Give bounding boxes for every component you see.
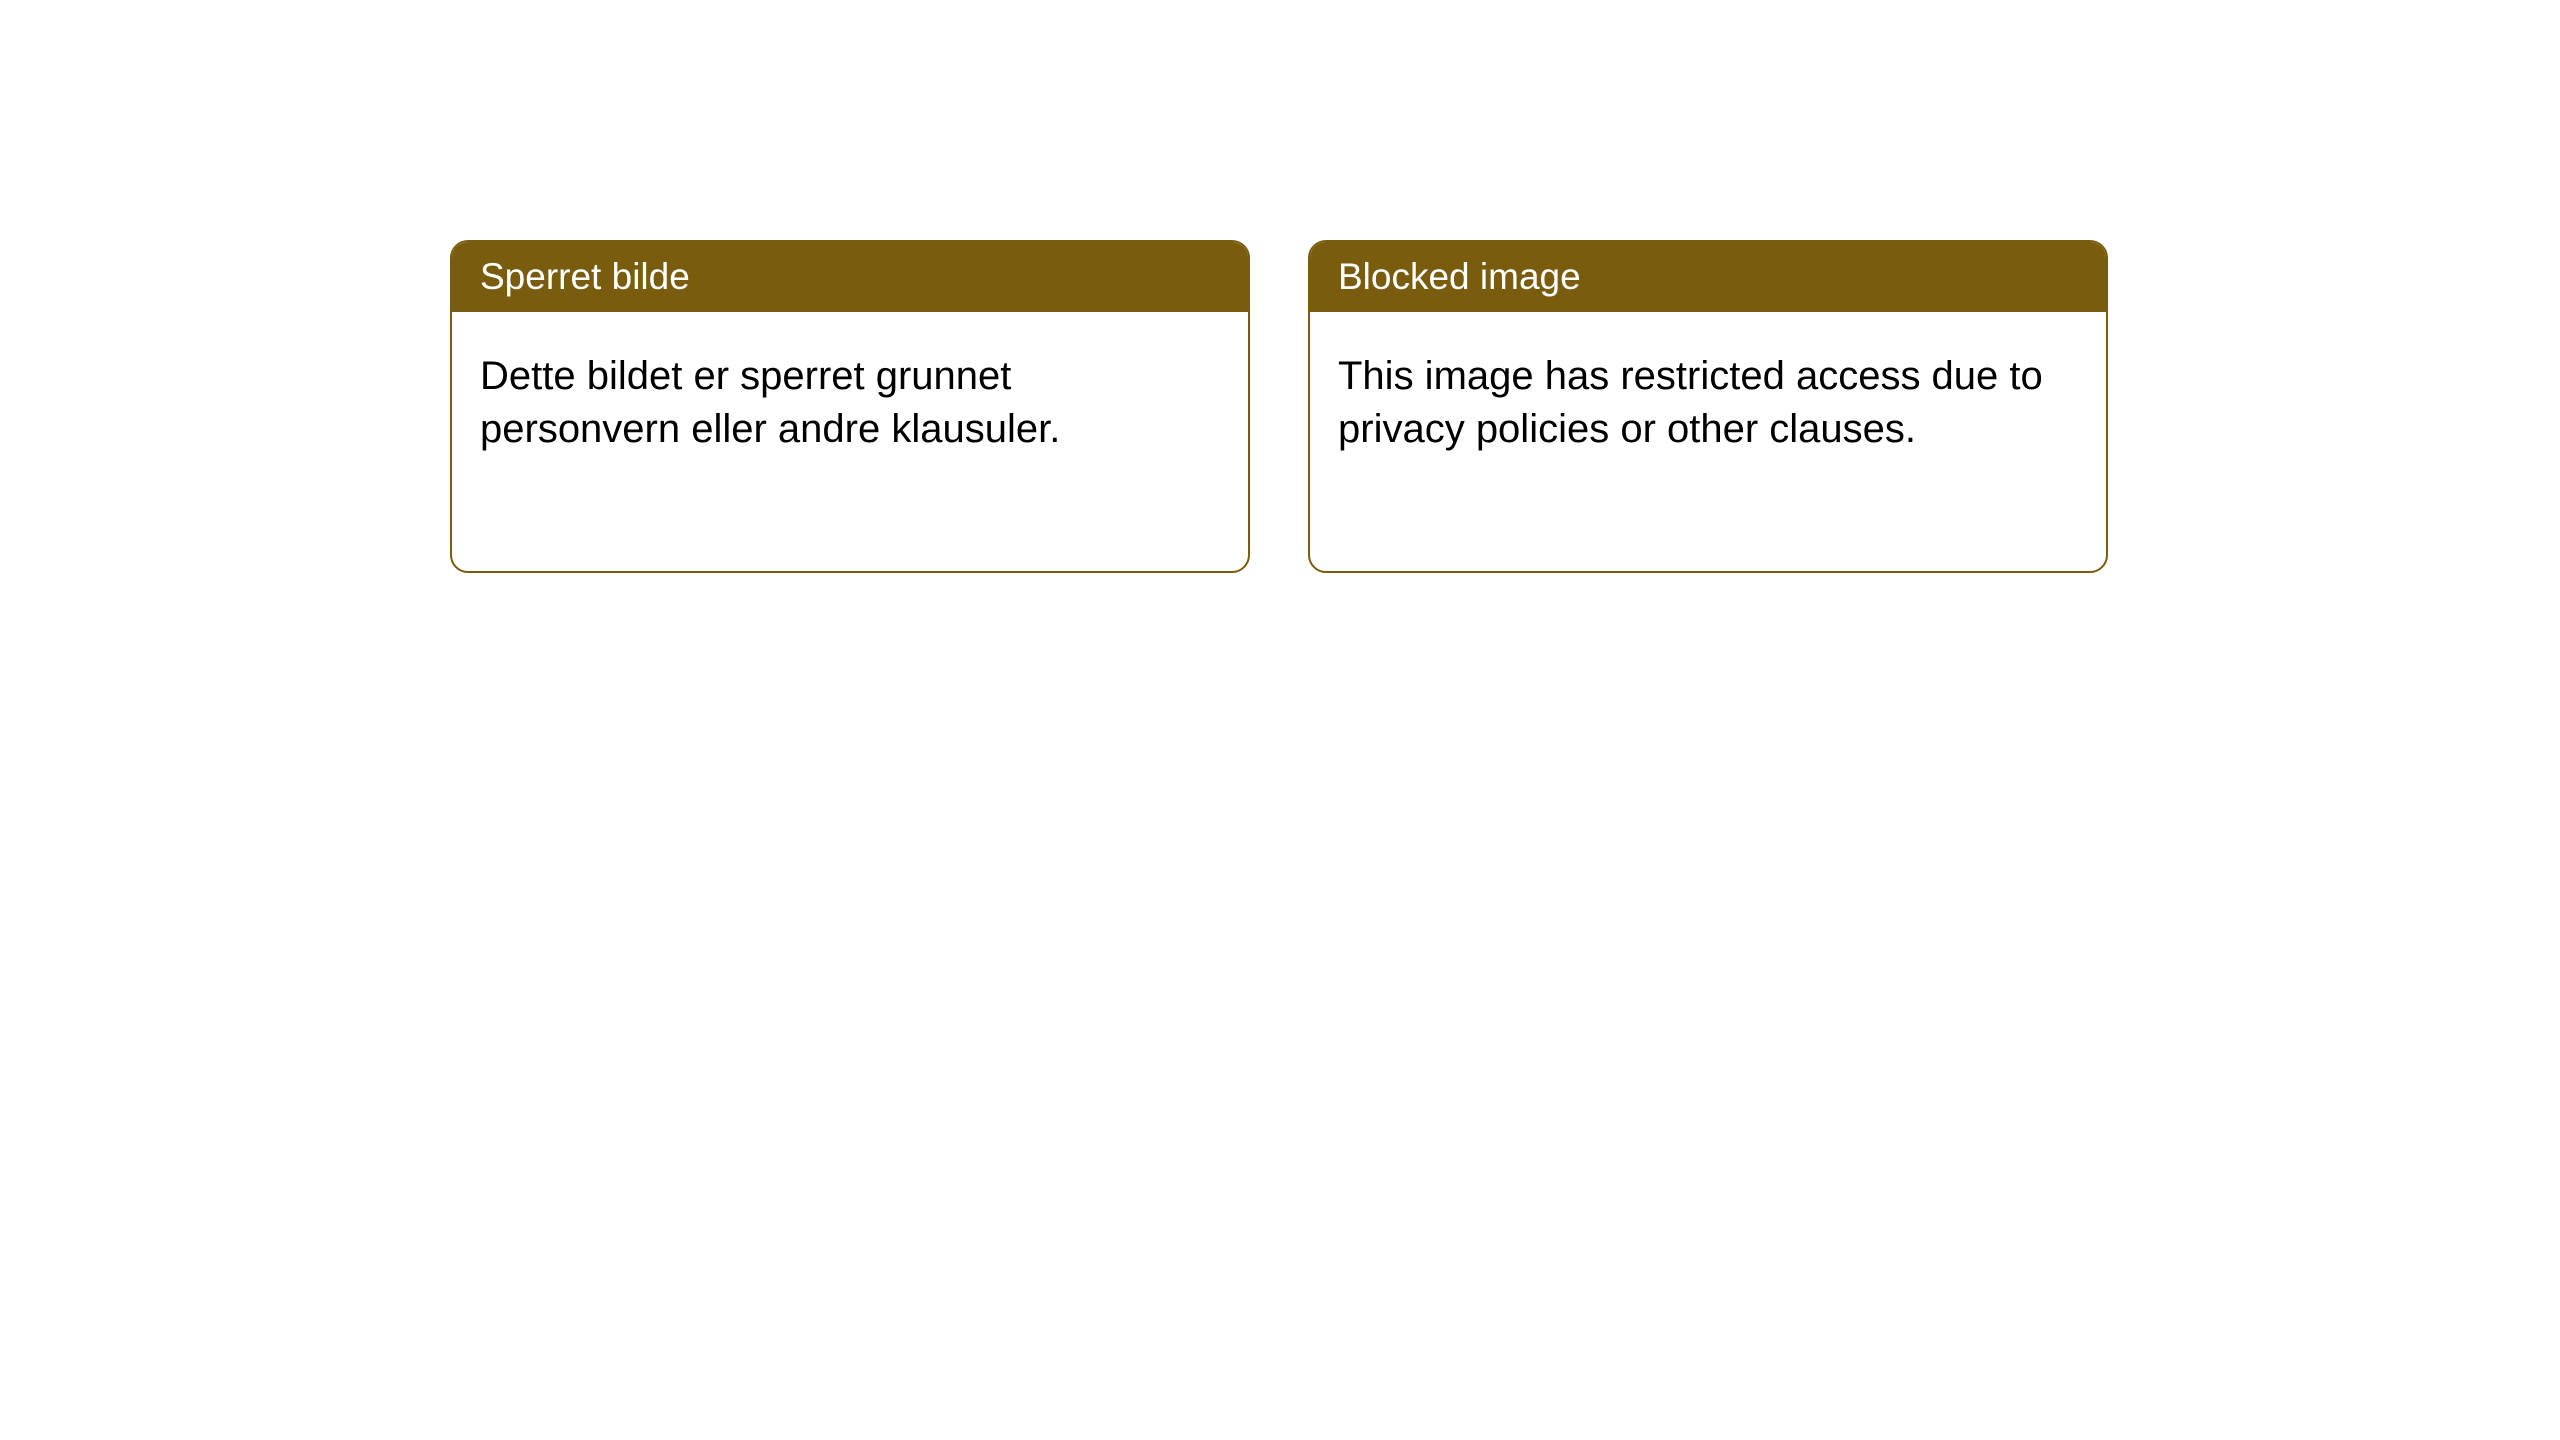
notice-card-english: Blocked image This image has restricted … bbox=[1308, 240, 2108, 573]
card-title: Blocked image bbox=[1310, 242, 2106, 312]
notice-card-norwegian: Sperret bilde Dette bildet er sperret gr… bbox=[450, 240, 1250, 573]
card-body: Dette bildet er sperret grunnet personve… bbox=[452, 312, 1248, 494]
card-body: This image has restricted access due to … bbox=[1310, 312, 2106, 494]
card-title: Sperret bilde bbox=[452, 242, 1248, 312]
notice-container: Sperret bilde Dette bildet er sperret gr… bbox=[450, 240, 2108, 573]
